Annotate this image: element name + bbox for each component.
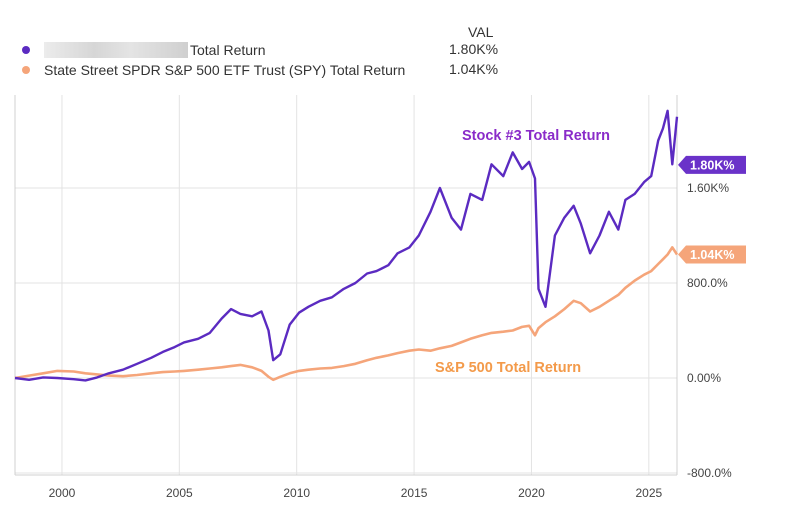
legend-value-header: VAL [468, 24, 494, 40]
x-tick-label: 2015 [401, 486, 428, 500]
y-tick-label: 1.60K% [687, 181, 729, 195]
axis-ticks: 2000 2005 2010 2015 2020 2025 -800.0% 0.00% 800.… [49, 181, 732, 500]
tag-spy-background [678, 245, 746, 264]
legend-dot-stock [22, 46, 30, 55]
legend-dot-spy [22, 66, 30, 75]
x-tick-label: 2025 [635, 486, 662, 500]
legend-item-stock[interactable]: Total Return [22, 41, 265, 59]
x-tick-label: 2020 [518, 486, 545, 500]
plot-area [15, 95, 677, 475]
redacted-ticker-block [44, 42, 188, 59]
x-tick-label: 2000 [49, 486, 76, 500]
annotation-sp500-label: S&P 500 Total Return [435, 360, 581, 376]
tag-stock-background [678, 155, 746, 174]
chart-legend: VAL Total Return 1.80K% State Street SPD… [0, 0, 798, 90]
grid-lines [14, 95, 678, 476]
tag-spy-value: 1.04K% [690, 248, 734, 262]
annotations: Stock #3 Total Return S&P 500 Total Retu… [435, 128, 610, 376]
annotation-stock-label: Stock #3 Total Return [462, 128, 610, 144]
series-stock-line[interactable] [14, 109, 679, 382]
series-lines [14, 109, 679, 382]
legend-label-stock: Total Return [190, 42, 266, 58]
y-tick-label: 800.0% [687, 276, 728, 290]
x-tick-label: 2005 [166, 486, 193, 500]
value-tags: 1.80K% 1.04K% [678, 155, 746, 264]
legend-label-spy: State Street SPDR S&P 500 ETF Trust (SPY… [44, 62, 406, 78]
x-tick-label: 2010 [283, 486, 310, 500]
tag-stock-value: 1.80K% [690, 158, 734, 172]
legend-item-spy[interactable]: State Street SPDR S&P 500 ETF Trust (SPY… [22, 61, 405, 79]
legend-value-spy: 1.04K% [449, 61, 499, 77]
y-tick-label: -800.0% [687, 466, 732, 480]
y-tick-label: 0.00% [687, 371, 721, 385]
legend-value-stock: 1.80K% [449, 41, 499, 57]
series-spy-line[interactable] [14, 246, 679, 382]
